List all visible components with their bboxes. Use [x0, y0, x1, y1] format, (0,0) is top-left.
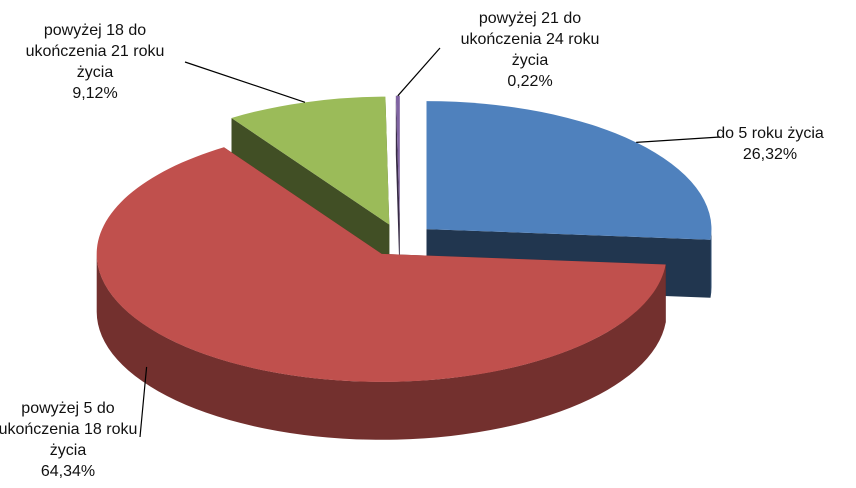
slice-value: 64,34%: [40, 463, 96, 480]
leader-line: [397, 47, 441, 97]
slice-label: powyżej 18 do ukończenia 21 roku życia: [25, 22, 165, 81]
slice-label: powyżej 21 do ukończenia 24 roku życia: [460, 10, 600, 69]
slice-value: 9,12%: [72, 85, 118, 102]
slice: [231, 96, 390, 225]
slice-label: powyżej 5 do ukończenia 18 roku życia: [0, 400, 138, 459]
leader-line: [139, 366, 148, 438]
slice: [395, 95, 400, 224]
slice-value: 26,32%: [742, 146, 798, 163]
slice-side: [96, 253, 666, 440]
leader-line: [636, 136, 721, 143]
slice: [96, 147, 666, 382]
slice-label: do 5 roku życia: [716, 125, 824, 142]
slice-wall: [395, 95, 400, 282]
slice-side: [710, 229, 712, 298]
slice: [426, 101, 712, 240]
leader-line: [184, 61, 306, 103]
slice-value: 0,22%: [507, 73, 553, 90]
